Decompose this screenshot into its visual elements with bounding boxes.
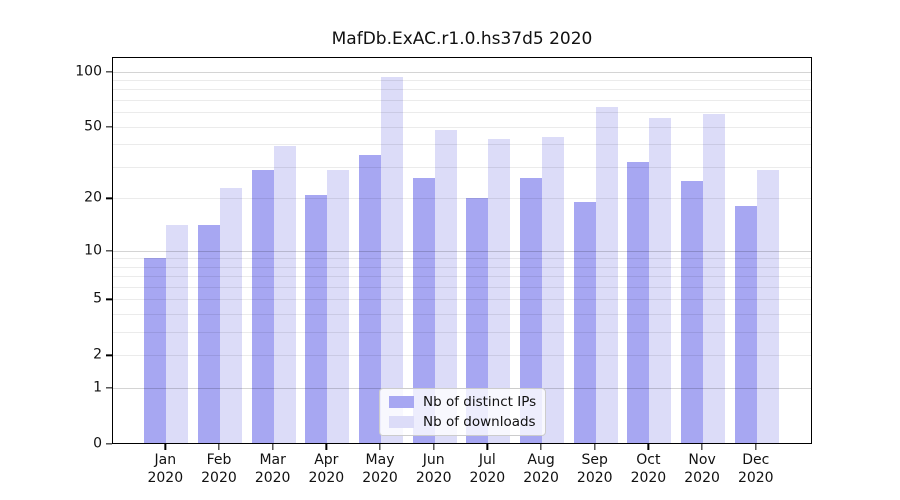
major-gridline-100 [113, 71, 811, 73]
x-tick-label-may: May 2020 [362, 452, 398, 486]
bar-distinct-ips-nov [681, 181, 704, 443]
y-tick-label-0: 0 [93, 435, 102, 452]
x-tick-mark-jun [433, 444, 435, 450]
y-tick-mark-0 [105, 443, 112, 445]
y-tick-mark-2 [105, 354, 112, 356]
x-tick-label-apr: Apr 2020 [308, 452, 345, 486]
chart-title: MafDb.ExAC.r1.0.hs37d5 2020 [331, 29, 593, 49]
bar-distinct-ips-aug [520, 178, 543, 443]
y-tick-label-1: 1 [93, 379, 102, 396]
y-tick-label-20: 20 [84, 189, 102, 206]
y-tick-mark-20 [105, 197, 112, 199]
bar-downloads-jul [488, 138, 511, 443]
minor-gridline-50 [113, 126, 811, 128]
bar-downloads-aug [542, 136, 565, 443]
bar-distinct-ips-dec [734, 206, 757, 443]
bar-distinct-ips-may [359, 154, 382, 443]
x-tick-label-dec: Dec 2020 [737, 452, 774, 486]
y-tick-label-50: 50 [84, 118, 102, 135]
bar-downloads-apr [327, 169, 350, 443]
bar-distinct-ips-apr [305, 194, 328, 443]
bar-distinct-ips-oct [627, 161, 650, 443]
x-tick-label-jun: Jun 2020 [415, 452, 452, 486]
bar-downloads-jun [434, 129, 457, 443]
y-tick-mark-50 [105, 126, 112, 128]
x-tick-label-sep: Sep 2020 [576, 452, 613, 486]
bar-distinct-ips-sep [573, 202, 596, 443]
plot-area: Nb of distinct IPs Nb of downloads [112, 57, 812, 444]
x-tick-label-oct: Oct 2020 [630, 452, 667, 486]
y-tick-mark-100 [105, 70, 112, 73]
bar-downloads-dec [756, 169, 779, 443]
bar-downloads-oct [649, 117, 672, 443]
bars-layer [113, 58, 811, 443]
legend-label-downloads: Nb of downloads [423, 414, 536, 430]
minor-gridline-40 [113, 144, 811, 146]
y-tick-mark-5 [105, 298, 112, 301]
y-tick-label-10: 10 [84, 242, 102, 259]
x-tick-mark-dec [755, 444, 757, 450]
x-tick-label-mar: Mar 2020 [254, 452, 291, 486]
minor-gridline-7 [113, 276, 811, 278]
legend-label-distinct-ips: Nb of distinct IPs [423, 394, 537, 410]
bar-distinct-ips-feb [197, 225, 220, 443]
y-tick-mark-10 [105, 249, 112, 252]
minor-gridline-5 [113, 299, 811, 301]
x-tick-mark-sep [594, 444, 596, 450]
bar-downloads-sep [595, 107, 618, 443]
minor-gridline-4 [113, 314, 811, 316]
bar-downloads-jan [166, 225, 189, 443]
x-tick-label-jul: Jul 2020 [469, 452, 506, 486]
x-tick-mark-aug [540, 444, 542, 450]
bar-distinct-ips-mar [251, 169, 274, 443]
y-tick-label-100: 100 [75, 63, 102, 80]
minor-gridline-90 [113, 79, 811, 81]
bar-distinct-ips-jul [466, 198, 489, 443]
legend: Nb of distinct IPs Nb of downloads [379, 388, 547, 436]
legend-swatch-distinct-ips-icon [389, 396, 414, 408]
major-gridline-10 [113, 250, 811, 252]
gridlines-layer [113, 58, 811, 443]
minor-gridline-2 [113, 355, 811, 357]
bar-distinct-ips-jun [412, 178, 435, 443]
bar-distinct-ips-jan [144, 258, 167, 443]
minor-gridline-80 [113, 89, 811, 91]
minor-gridline-30 [113, 166, 811, 168]
minor-gridline-3 [113, 332, 811, 334]
bar-downloads-may [381, 77, 404, 443]
x-tick-mark-jul [486, 444, 489, 450]
y-tick-label-2: 2 [93, 347, 102, 364]
x-tick-mark-oct [647, 444, 650, 450]
x-tick-label-nov: Nov 2020 [684, 452, 720, 486]
x-tick-label-jan: Jan 2020 [147, 452, 184, 486]
x-tick-mark-mar [272, 444, 274, 450]
legend-entry-distinct-ips: Nb of distinct IPs [389, 394, 536, 410]
minor-gridline-60 [113, 112, 811, 114]
bar-downloads-nov [703, 113, 726, 443]
minor-gridline-9 [113, 258, 811, 260]
minor-gridline-8 [113, 266, 811, 268]
y-tick-mark-1 [105, 387, 112, 389]
minor-gridline-20 [113, 198, 811, 200]
legend-entry-downloads: Nb of downloads [389, 414, 536, 430]
minor-gridline-70 [113, 100, 811, 102]
legend-swatch-downloads-icon [389, 416, 414, 428]
minor-gridline-6 [113, 286, 811, 288]
y-tick-label-5: 5 [93, 291, 102, 308]
x-tick-mark-may [379, 444, 381, 450]
x-tick-mark-jan [164, 444, 166, 450]
x-tick-mark-apr [325, 444, 327, 450]
x-tick-mark-nov [701, 444, 703, 450]
bar-downloads-feb [219, 187, 242, 443]
bar-downloads-mar [273, 146, 296, 443]
x-tick-label-aug: Aug 2020 [523, 452, 559, 486]
x-tick-label-feb: Feb 2020 [201, 452, 237, 486]
x-tick-mark-feb [218, 444, 220, 450]
